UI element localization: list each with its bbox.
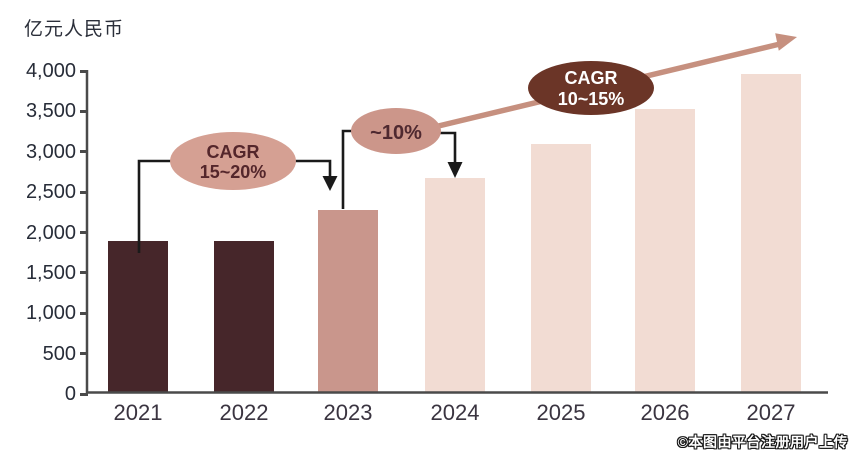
bar-2026: [635, 108, 695, 393]
y-tick-label-4000: 4,000: [25, 60, 76, 82]
cagr-2024-2027-label-line2: 10~15%: [558, 89, 625, 109]
bar-2024: [425, 178, 485, 393]
bar-2027: [741, 74, 801, 393]
y-tick-mark: [80, 392, 88, 396]
y-tick-label-500: 500: [42, 342, 76, 365]
y-tick-mark: [80, 190, 88, 194]
x-tick-label-2024: 2024: [430, 400, 480, 425]
y-tick-mark: [80, 311, 88, 315]
x-tick-label-2025: 2025: [536, 400, 586, 425]
trend-arrow-head-icon: [775, 33, 797, 51]
y-tick-label-3000: 3,000: [25, 140, 76, 163]
bar-2023: [318, 209, 378, 393]
y-axis-unit-label: 亿元人民币: [24, 19, 125, 40]
down-arrow-icon: [447, 162, 463, 178]
x-tick-label-2022: 2022: [219, 400, 269, 425]
x-tick-label-2021: 2021: [113, 400, 163, 425]
y-tick-mark: [80, 150, 88, 154]
y-tick-mark: [80, 352, 88, 356]
y-tick-label-0: 0: [64, 383, 76, 405]
cagr-2021-2023-label-line2: 15~20%: [200, 162, 267, 182]
bar-2022: [214, 241, 274, 393]
cagr-2024-2027-ellipse: [528, 61, 654, 115]
down-arrow-icon: [322, 176, 338, 191]
bar-2021: [108, 241, 168, 393]
x-tick-label-2026: 2026: [640, 400, 690, 425]
y-tick-label-3500: 3,500: [25, 100, 76, 123]
y-tick-mark: [80, 271, 88, 275]
watermark-text: ©本图由平台注册用户上传: [677, 434, 848, 450]
y-tick-mark: [80, 109, 88, 113]
x-tick-label-2023: 2023: [323, 400, 373, 425]
x-tick-label-2027: 2027: [746, 400, 796, 425]
y-tick-label-2500: 2,500: [25, 181, 76, 204]
y-tick-mark: [80, 69, 88, 73]
cagr-2021-2023-label-line1: CAGR: [207, 142, 260, 162]
y-tick-mark: [80, 231, 88, 234]
yoy-2023-2024-label: ~10%: [370, 122, 422, 144]
cagr-2024-2027-label-line1: CAGR: [565, 68, 618, 88]
bar-2025: [531, 144, 591, 393]
y-tick-label-1500: 1,500: [25, 261, 76, 284]
yoy-2023-2024-ellipse: [351, 108, 441, 154]
y-tick-label-2000: 2,000: [25, 221, 76, 244]
cagr-2021-2023-ellipse: [170, 132, 296, 190]
y-tick-label-1000: 1,000: [25, 302, 76, 325]
